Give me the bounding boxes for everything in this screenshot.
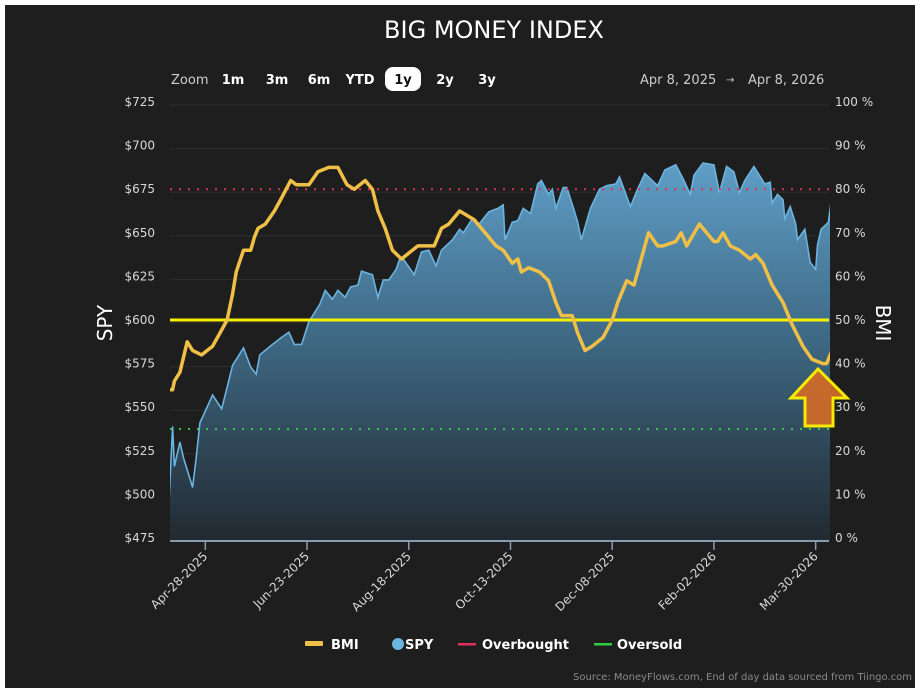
bmi-line	[170, 165, 830, 392]
zoom-button-label[interactable]: 1y	[394, 73, 412, 88]
x-tick-label: Jun-23-2025	[250, 549, 312, 611]
y-right-tick-label: 90 %	[835, 139, 866, 153]
y-left-tick-label: $550	[124, 400, 155, 414]
legend-label: Oversold	[617, 638, 682, 653]
y-axis-left-title: SPY	[93, 304, 117, 341]
zoom-button-label[interactable]: 6m	[308, 73, 331, 88]
legend-item-oversold[interactable]: Oversold	[594, 638, 682, 653]
zoom-buttons: 1m 3m 6m YTD 1y 2y 3y	[222, 67, 496, 91]
zoom-button-3y[interactable]: 3y	[478, 73, 496, 88]
y-left-tick-label: $575	[124, 357, 155, 371]
x-tick-label: Apr-28-2025	[148, 549, 211, 612]
zoom-button-label[interactable]: 3y	[478, 73, 496, 88]
zoom-button-6m[interactable]: 6m	[308, 73, 331, 88]
legend-label: BMI	[331, 638, 359, 653]
y-left-tick-label: $600	[124, 313, 155, 327]
chart-title: BIG MONEY INDEX	[384, 16, 604, 44]
legend-item-overbought[interactable]: Overbought	[458, 638, 569, 653]
x-tick-label: Mar-30-2026	[757, 549, 821, 613]
y-axis-left-ticks: $725 $700 $675 $650 $625 $600 $575 $550 $525 $500…	[124, 95, 155, 545]
spy-area	[170, 163, 830, 541]
x-tick-label: Feb-02-2026	[656, 549, 719, 612]
range-from[interactable]: Apr 8, 2025	[640, 73, 716, 88]
legend-swatch-icon	[594, 643, 612, 646]
range-to[interactable]: Apr 8, 2026	[748, 73, 824, 88]
x-tick-label: Dec-08-2025	[552, 549, 617, 614]
legend-item-spy[interactable]: SPY	[392, 638, 434, 653]
legend: BMI SPY Overbought Oversold	[305, 638, 682, 653]
spy-line	[170, 162, 830, 498]
y-right-tick-label: 10 %	[835, 487, 866, 501]
zoom-button-2y[interactable]: 2y	[436, 73, 454, 88]
y-left-tick-label: $475	[124, 531, 155, 545]
zoom-label: Zoom	[171, 73, 208, 88]
legend-swatch-icon	[305, 641, 323, 646]
y-right-tick-label: 20 %	[835, 444, 866, 458]
y-right-tick-label: 80 %	[835, 182, 866, 196]
y-axis-right-ticks: 100 % 90 % 80 % 70 % 60 % 50 % 40 % 30 % 20 % 10 …	[835, 95, 873, 545]
range-arrow-icon: →	[726, 75, 734, 86]
y-left-tick-label: $700	[124, 139, 155, 153]
y-left-tick-label: $500	[124, 487, 155, 501]
zoom-button-label[interactable]: YTD	[344, 73, 374, 88]
zoom-button-1m[interactable]: 1m	[222, 73, 245, 88]
y-left-tick-label: $650	[124, 226, 155, 240]
zoom-button-label[interactable]: 1m	[222, 73, 245, 88]
zoom-button-3m[interactable]: 3m	[266, 73, 289, 88]
legend-label: Overbought	[482, 638, 569, 653]
y-left-tick-label: $525	[124, 444, 155, 458]
zoom-button-label[interactable]: 3m	[266, 73, 289, 88]
y-right-tick-label: 40 %	[835, 357, 866, 371]
x-tick-label: Oct-13-2025	[453, 549, 516, 612]
zoom-button-selected-bg	[385, 67, 421, 91]
x-tick-label: Aug-18-2025	[349, 549, 414, 614]
y-right-tick-label: 60 %	[835, 269, 866, 283]
y-axis-right-title: BMI	[871, 305, 895, 342]
zoom-button-label[interactable]: 2y	[436, 73, 454, 88]
x-axis-ticks: Apr-28-2025 Jun-23-2025 Aug-18-2025 Oct-13-…	[148, 541, 821, 614]
y-right-tick-label: 0 %	[835, 531, 858, 545]
legend-circle-icon	[392, 638, 404, 650]
y-right-tick-label: 30 %	[835, 400, 866, 414]
zoom-button-ytd[interactable]: YTD	[344, 73, 374, 88]
legend-item-bmi[interactable]: BMI	[305, 638, 359, 653]
legend-label: SPY	[405, 638, 434, 653]
arrow-up-icon	[787, 366, 851, 428]
legend-swatch-icon	[458, 643, 476, 646]
y-right-tick-label: 50 %	[835, 313, 866, 327]
y-left-tick-label: $675	[124, 182, 155, 196]
source-note: Source: MoneyFlows.com, End of day data …	[573, 672, 912, 683]
y-left-tick-label: $625	[124, 269, 155, 283]
y-right-tick-label: 70 %	[835, 226, 866, 240]
y-right-tick-label: 100 %	[835, 95, 873, 109]
zoom-button-1y[interactable]: 1y	[385, 67, 421, 91]
y-left-tick-label: $725	[124, 95, 155, 109]
